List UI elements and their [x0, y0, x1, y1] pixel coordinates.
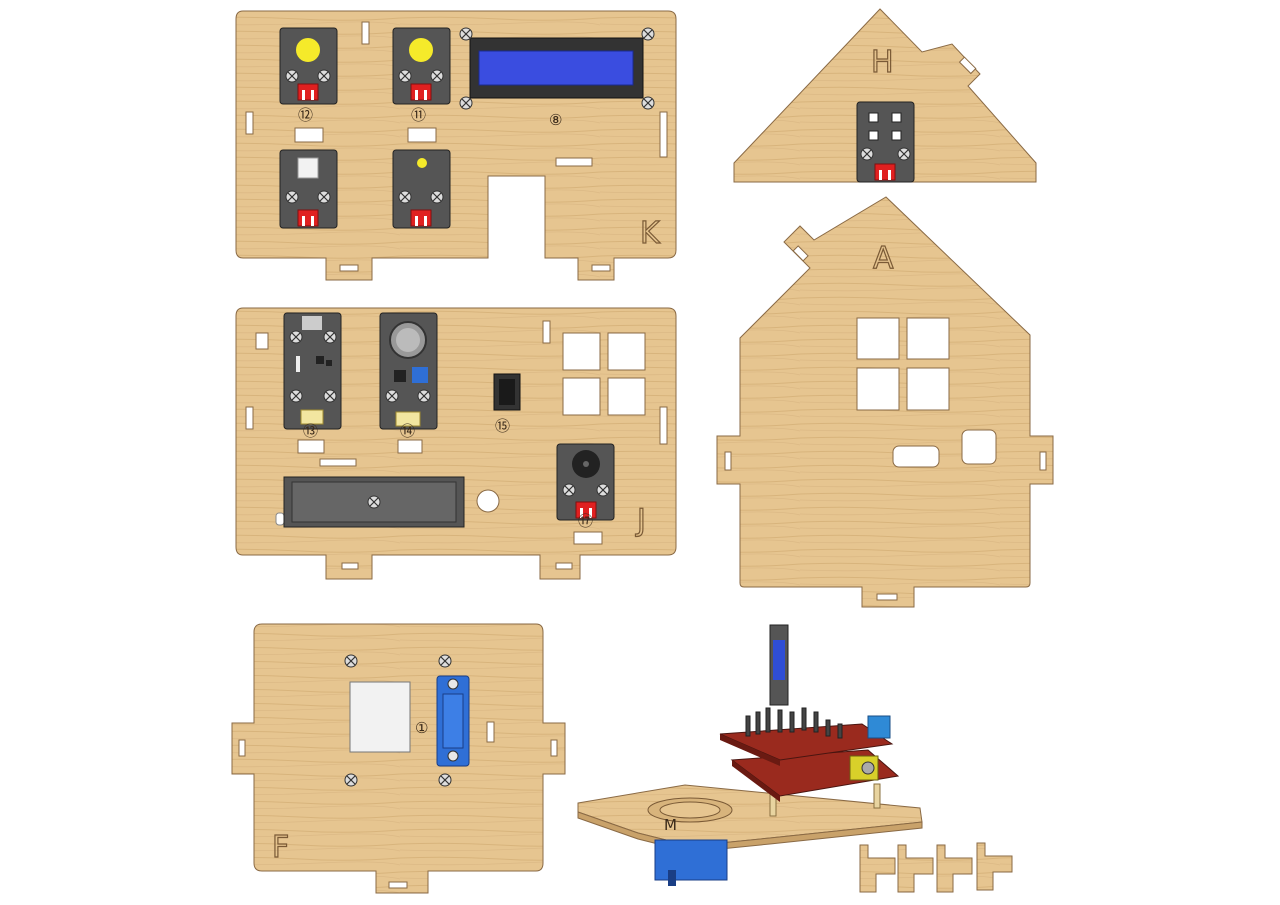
- yellow-button-module-12: [279, 27, 338, 105]
- buzzer-module-17: [556, 443, 615, 521]
- header-pins: [745, 707, 843, 739]
- panel-k: ⑫ ⑪ ⑧ K: [235, 10, 677, 281]
- yellow-button-module-11: [392, 27, 451, 105]
- panel-m-assembly: M: [577, 624, 923, 886]
- white-led-module: [279, 149, 338, 229]
- sensor-module-13: [283, 312, 342, 430]
- lcd-display-module: [459, 27, 655, 110]
- panel-a: A: [716, 196, 1054, 608]
- battery-holder: [275, 476, 465, 528]
- yellow-led-module: [392, 149, 451, 229]
- servo-motor: [436, 675, 470, 767]
- label-14: ⑭: [400, 422, 415, 440]
- label-8: ⑧: [549, 111, 562, 129]
- label-12: ⑫: [298, 106, 313, 124]
- panel-j: ⑬ ⑭ ⑮ ⑰ J: [235, 307, 677, 580]
- panel-f-letter: F: [272, 830, 289, 865]
- power-switch-15: [493, 373, 521, 411]
- label-1: ①: [415, 719, 428, 737]
- panel-f: ① F: [231, 623, 566, 894]
- label-15: ⑮: [495, 417, 510, 435]
- rgb-led-module: [856, 101, 915, 183]
- label-13: ⑬: [303, 422, 318, 440]
- panel-a-letter: A: [873, 241, 894, 276]
- label-11: ⑪: [411, 106, 426, 124]
- label-17: ⑰: [578, 512, 593, 530]
- gear-ring: [647, 797, 733, 823]
- panel-h: H: [733, 8, 1037, 183]
- t-connector-pieces: [859, 842, 1013, 893]
- panel-m-letter: M: [664, 816, 677, 834]
- panel-j-letter: J: [635, 503, 646, 538]
- gas-sensor-module-14: [379, 312, 438, 430]
- panel-h-letter: H: [871, 45, 894, 80]
- panel-k-letter: K: [640, 216, 661, 251]
- bluetooth-module: [769, 624, 789, 706]
